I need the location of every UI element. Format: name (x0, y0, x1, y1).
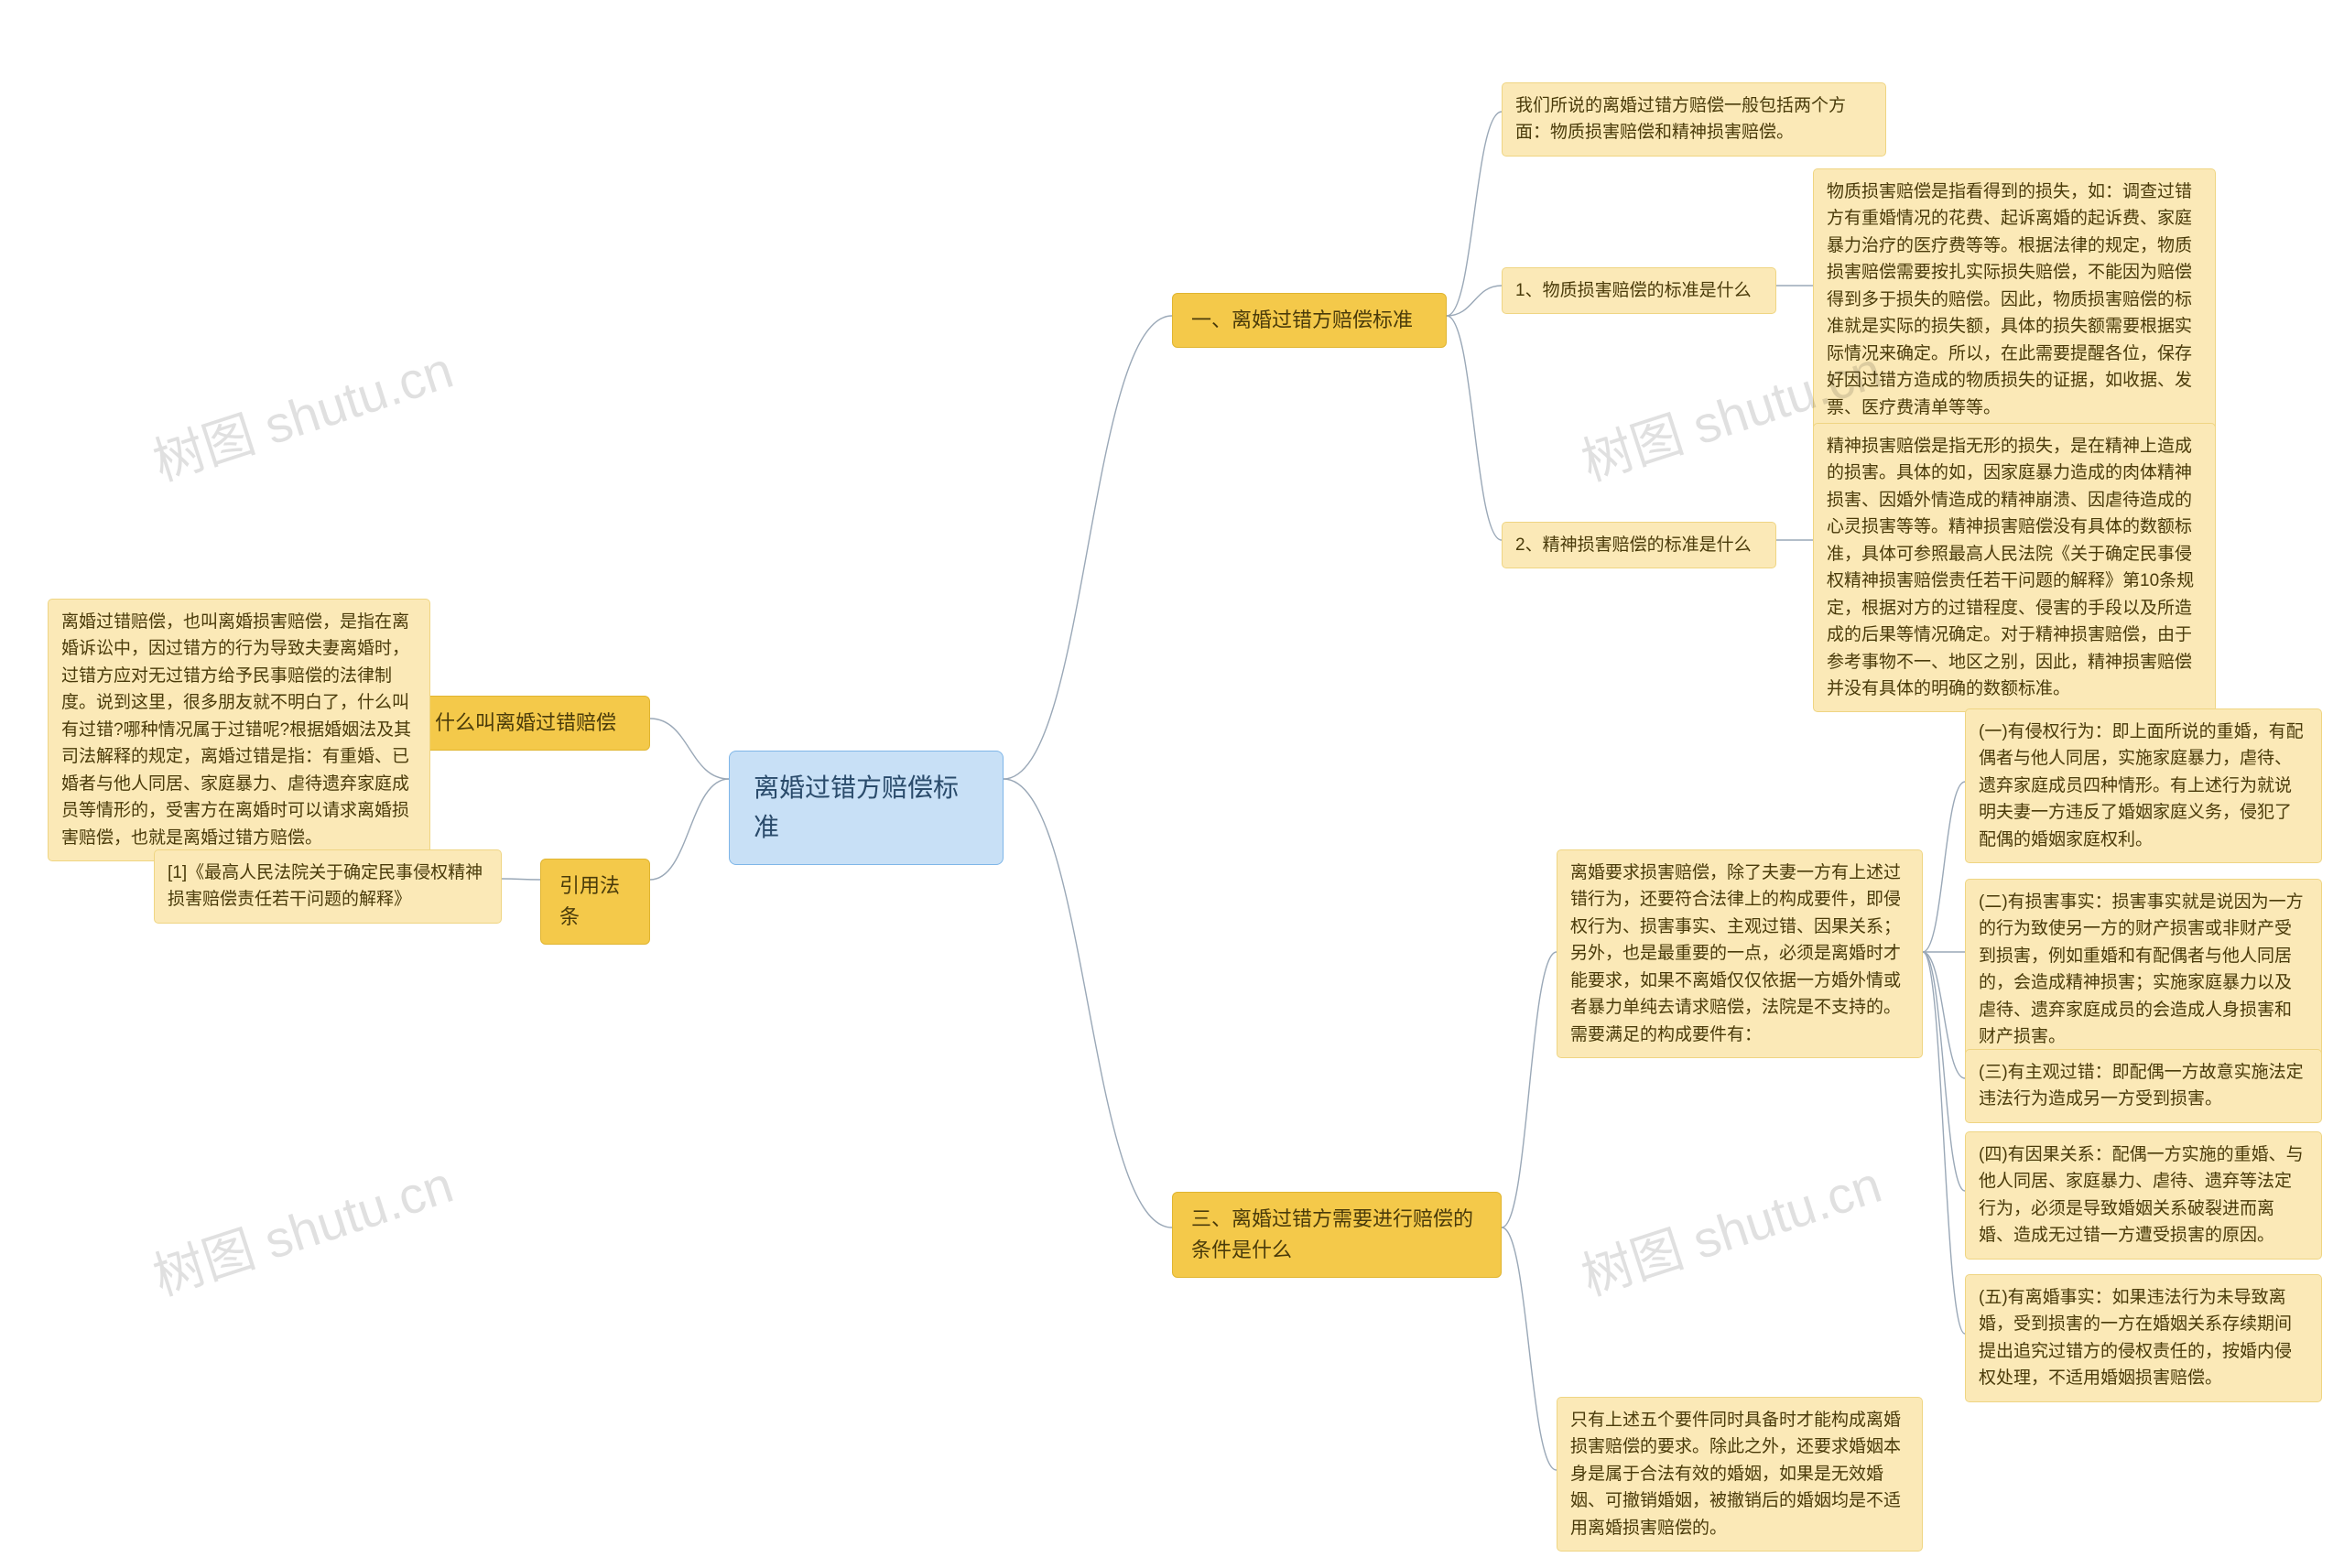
watermark: 树图 shutu.cn (143, 1144, 461, 1311)
connector (650, 779, 729, 880)
mindmap-node-b4_c2: (二)有损害事实：损害事实就是说因为一方的行为致使另一方的财产损害或非财产受到损… (1965, 879, 2322, 1061)
watermark: 树图 shutu.cn (1571, 1144, 1890, 1311)
mindmap-node-b4_c5: (五)有离婚事实：如果违法行为未导致离婚，受到损害的一方在婚姻关系存续期间提出追… (1965, 1274, 2322, 1402)
mindmap-node-b4_c4: (四)有因果关系：配偶一方实施的重婚、与他人同居、家庭暴力、虐待、遗弃等法定行为… (1965, 1131, 2322, 1260)
mindmap-node-root: 离婚过错方赔偿标准 (729, 751, 1004, 865)
connector (1502, 952, 1557, 1227)
connector (1502, 1227, 1557, 1470)
mindmap-node-b1_l2d: 精神损害赔偿是指无形的损失，是在精神上造成的损害。具体的如，因家庭暴力造成的肉体… (1813, 423, 2216, 712)
mindmap-node-b3_l: [1]《最高人民法院关于确定民事侵权精神损害赔偿责任若干问题的解释》 (154, 849, 502, 924)
mindmap-node-b4_c3: (三)有主观过错：即配偶一方故意实施法定违法行为造成另一方受到损害。 (1965, 1049, 2322, 1123)
mindmap-node-b4: 三、离婚过错方需要进行赔偿的条件是什么 (1172, 1192, 1502, 1278)
connector (1004, 316, 1172, 779)
mindmap-node-b1_l1: 1、物质损害赔偿的标准是什么 (1502, 267, 1776, 314)
connector (1923, 952, 1965, 1191)
connector (1923, 952, 1965, 1078)
mindmap-node-b4_c1: (一)有侵权行为：即上面所说的重婚，有配偶者与他人同居，实施家庭暴力，虐待、遗弃… (1965, 708, 2322, 863)
mindmap-node-b3: 引用法条 (540, 859, 650, 945)
mindmap-node-b1: 一、离婚过错方赔偿标准 (1172, 293, 1447, 348)
connector (1923, 782, 1965, 952)
connector (1447, 316, 1502, 540)
mindmap-node-b4_top: 离婚要求损害赔偿，除了夫妻一方有上述过错行为，还要符合法律上的构成要件，即侵权行… (1557, 849, 1923, 1058)
mindmap-node-b4_bottom: 只有上述五个要件同时具备时才能构成离婚损害赔偿的要求。除此之外，还要求婚姻本身是… (1557, 1397, 1923, 1552)
connector (1923, 952, 1965, 1334)
watermark: 树图 shutu.cn (143, 330, 461, 496)
connector (1447, 112, 1502, 316)
mindmap-node-b1_l2: 2、精神损害赔偿的标准是什么 (1502, 522, 1776, 568)
mindmap-node-b2_l: 离婚过错赔偿，也叫离婚损害赔偿，是指在离婚诉讼中，因过错方的行为导致夫妻离婚时，… (48, 599, 430, 861)
connector (650, 719, 729, 779)
connector (1004, 779, 1172, 1227)
mindmap-node-b1_l0: 我们所说的离婚过错方赔偿一般包括两个方面：物质损害赔偿和精神损害赔偿。 (1502, 82, 1886, 157)
connector (502, 879, 540, 880)
connector (1447, 286, 1502, 316)
mindmap-node-b1_l1d: 物质损害赔偿是指看得到的损失，如：调查过错方有重婚情况的花费、起诉离婚的起诉费、… (1813, 168, 2216, 431)
